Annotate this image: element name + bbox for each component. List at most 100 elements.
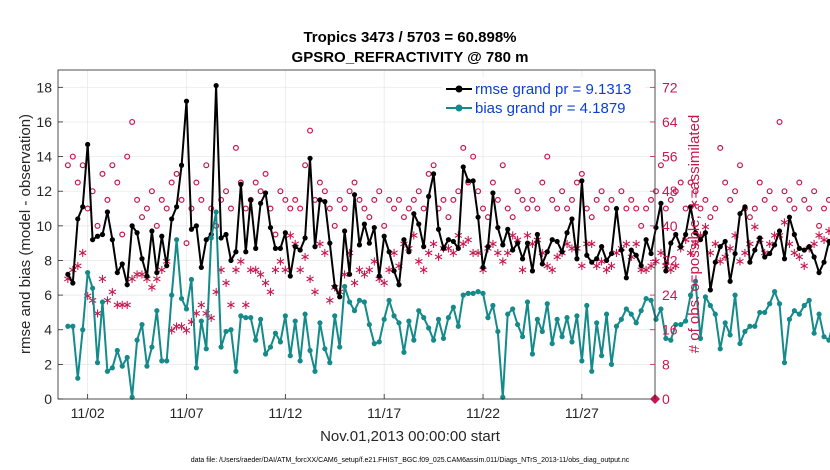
assimilated-obs-marker: ∗ [265, 285, 276, 300]
possible-obs-marker [455, 188, 462, 195]
possible-obs-marker [158, 196, 165, 203]
rmse-point [267, 224, 274, 231]
possible-obs-marker [568, 196, 575, 203]
assimilated-obs-marker: ∗ [245, 263, 256, 278]
possible-obs-marker [74, 179, 81, 186]
bias-point [500, 394, 506, 400]
bias-point [416, 308, 422, 314]
assimilated-obs-marker: ∗ [166, 324, 177, 339]
rmse-point [262, 190, 269, 196]
assimilated-obs-marker: ∗ [685, 246, 696, 261]
bias-point [183, 306, 190, 312]
bias-point [762, 309, 768, 316]
assimilated-obs-marker: ∗ [695, 229, 706, 244]
rmse-point [796, 245, 802, 251]
possible-obs-marker [657, 162, 664, 169]
assimilated-obs-marker: ∗ [522, 229, 533, 244]
bias-point [396, 320, 402, 326]
bias-point [638, 308, 644, 314]
possible-obs-marker [682, 205, 689, 212]
possible-obs-marker [124, 153, 131, 160]
assimilated-obs-marker: ∗ [779, 216, 790, 231]
assimilated-obs-marker: ∗ [749, 220, 760, 235]
possible-obs-marker [539, 179, 546, 186]
assimilated-obs-marker: ∗ [413, 254, 424, 269]
rmse-point [169, 216, 175, 222]
rmse-point [248, 197, 254, 203]
bias-point [786, 316, 793, 322]
assimilated-obs-marker: ∗ [601, 263, 612, 278]
assimilated-obs-marker: ∗ [206, 311, 217, 326]
assimilated-obs-marker: ∗ [809, 237, 820, 252]
legend-bias-marker [455, 104, 463, 112]
assimilated-obs-marker: ∗ [250, 263, 261, 278]
rmse-point [628, 247, 634, 253]
bias-point [435, 316, 442, 322]
rmse-point [613, 205, 620, 212]
possible-obs-marker [410, 196, 417, 203]
rmse-point [608, 250, 615, 257]
series-layer [65, 82, 830, 404]
data-file-footer: data file: /Users/raeder/DAI/ATM_forcXX/… [191, 457, 630, 464]
bias-point [248, 315, 254, 321]
rmse-point [534, 231, 540, 238]
rmse-point [228, 257, 234, 264]
assimilated-obs-marker: ∗ [389, 246, 400, 261]
possible-obs-marker [633, 205, 640, 212]
possible-obs-marker [524, 205, 531, 212]
possible-obs-marker [801, 196, 808, 203]
rmse-point [771, 242, 778, 248]
bias-point [144, 363, 150, 369]
bias-point [262, 351, 269, 357]
possible-obs-marker [534, 205, 541, 212]
possible-obs-marker [277, 188, 284, 195]
rmse-point [317, 197, 323, 203]
rmse-point [594, 256, 600, 262]
rmse-point [193, 223, 199, 229]
possible-obs-marker [648, 196, 655, 203]
possible-obs-marker [529, 196, 536, 203]
possible-obs-marker [114, 179, 121, 186]
legend-box [442, 77, 645, 119]
bias-point [307, 347, 313, 354]
bias-point [277, 339, 283, 345]
y-tick-label: 2 [44, 356, 52, 372]
rmse-point [643, 237, 649, 243]
assimilated-obs-marker: ∗ [764, 237, 775, 252]
assimilated-obs-marker: ∗ [72, 259, 83, 274]
rmse-point [450, 238, 456, 245]
assimilated-obs-marker: ∗ [62, 272, 73, 287]
bias-point [663, 335, 669, 341]
possible-obs-marker [292, 196, 299, 203]
rmse-point [603, 257, 610, 264]
possible-obs-marker [287, 205, 294, 212]
rmse-point [648, 250, 654, 257]
assimilated-obs-marker: ∗ [102, 293, 113, 308]
bias-point [164, 358, 170, 364]
assimilated-obs-marker: ∗ [418, 263, 429, 278]
rmse-point [337, 294, 343, 300]
assimilated-obs-marker: ∗ [260, 276, 271, 291]
bias-point [193, 365, 199, 371]
possible-obs-marker [707, 214, 714, 221]
rmse-point [529, 268, 536, 274]
rmse-point [213, 82, 219, 89]
bias-point [539, 328, 545, 335]
possible-obs-marker [494, 196, 501, 203]
possible-obs-marker [732, 188, 739, 195]
assimilated-obs-marker: ∗ [107, 285, 118, 300]
bias-point [154, 308, 160, 314]
rmse-point [178, 162, 185, 168]
assimilated-obs-marker: ∗ [799, 259, 810, 274]
bias-point [480, 290, 486, 296]
possible-obs-marker [638, 222, 645, 229]
possible-obs-marker [504, 205, 511, 212]
assimilated-obs-marker: ∗ [423, 246, 434, 261]
assimilated-obs-marker: ∗ [319, 246, 330, 261]
bias-point [485, 315, 491, 321]
possible-obs-marker [99, 170, 106, 177]
rmse-point [356, 242, 363, 248]
bias-point [757, 309, 763, 316]
possible-obs-marker [396, 196, 403, 203]
rmse-point [732, 250, 738, 257]
